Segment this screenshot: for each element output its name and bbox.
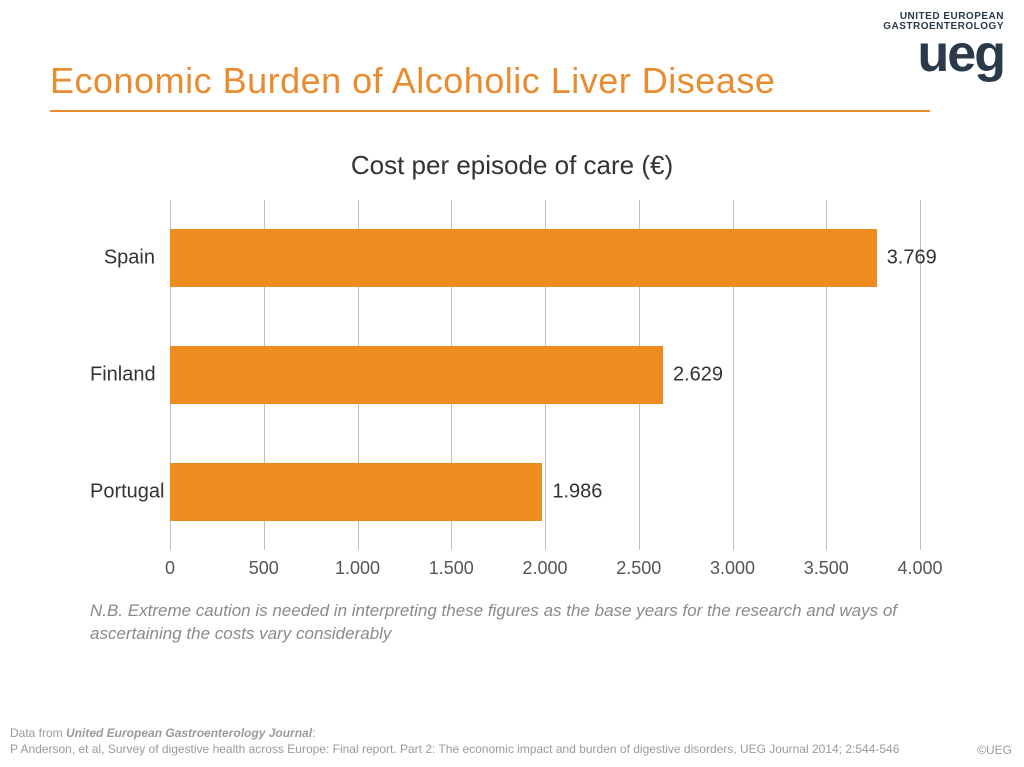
chart-bar-value: 2.629	[673, 364, 723, 387]
chart-bar-value: 3.769	[887, 247, 937, 270]
logo-wordmark: ueg	[883, 28, 1004, 80]
chart-x-tick: 1.500	[429, 558, 474, 579]
footer-suffix: :	[312, 726, 315, 740]
chart-x-tick: 4.000	[897, 558, 942, 579]
cost-chart: 3.7692.6291.986 05001.0001.5002.0002.500…	[90, 200, 920, 590]
chart-bar	[170, 463, 542, 521]
slide: { "title": { "text": "Economic Burden of…	[0, 0, 1024, 767]
chart-x-tick: 2.000	[522, 558, 567, 579]
ueg-logo: UNITED EUROPEAN GASTROENTEROLOGY ueg	[883, 12, 1004, 80]
chart-x-tick: 0	[165, 558, 175, 579]
chart-title: Cost per episode of care (€)	[0, 150, 1024, 181]
chart-x-tick: 500	[249, 558, 279, 579]
chart-bar	[170, 346, 663, 404]
footer-citation: P Anderson, et al, Survey of digestive h…	[10, 742, 899, 756]
chart-y-tick: Portugal	[90, 480, 155, 503]
chart-y-tick: Spain	[90, 247, 155, 270]
copyright: ©UEG	[977, 743, 1012, 757]
page-title: Economic Burden of Alcoholic Liver Disea…	[50, 60, 775, 102]
chart-x-tick: 3.500	[804, 558, 849, 579]
data-source-footer: Data from United European Gastroenterolo…	[10, 725, 899, 757]
chart-x-tick: 2.500	[616, 558, 661, 579]
footer-journal: United European Gastroenterology Journal	[66, 726, 312, 740]
caution-note: N.B. Extreme caution is needed in interp…	[90, 600, 930, 646]
chart-bar	[170, 229, 877, 287]
chart-bar-value: 1.986	[552, 480, 602, 503]
footer-prefix: Data from	[10, 726, 66, 740]
chart-y-tick: Finland	[90, 364, 155, 387]
title-rule	[50, 110, 930, 112]
chart-x-tick: 1.000	[335, 558, 380, 579]
chart-x-tick: 3.000	[710, 558, 755, 579]
chart-plot-area: 3.7692.6291.986	[170, 200, 920, 550]
